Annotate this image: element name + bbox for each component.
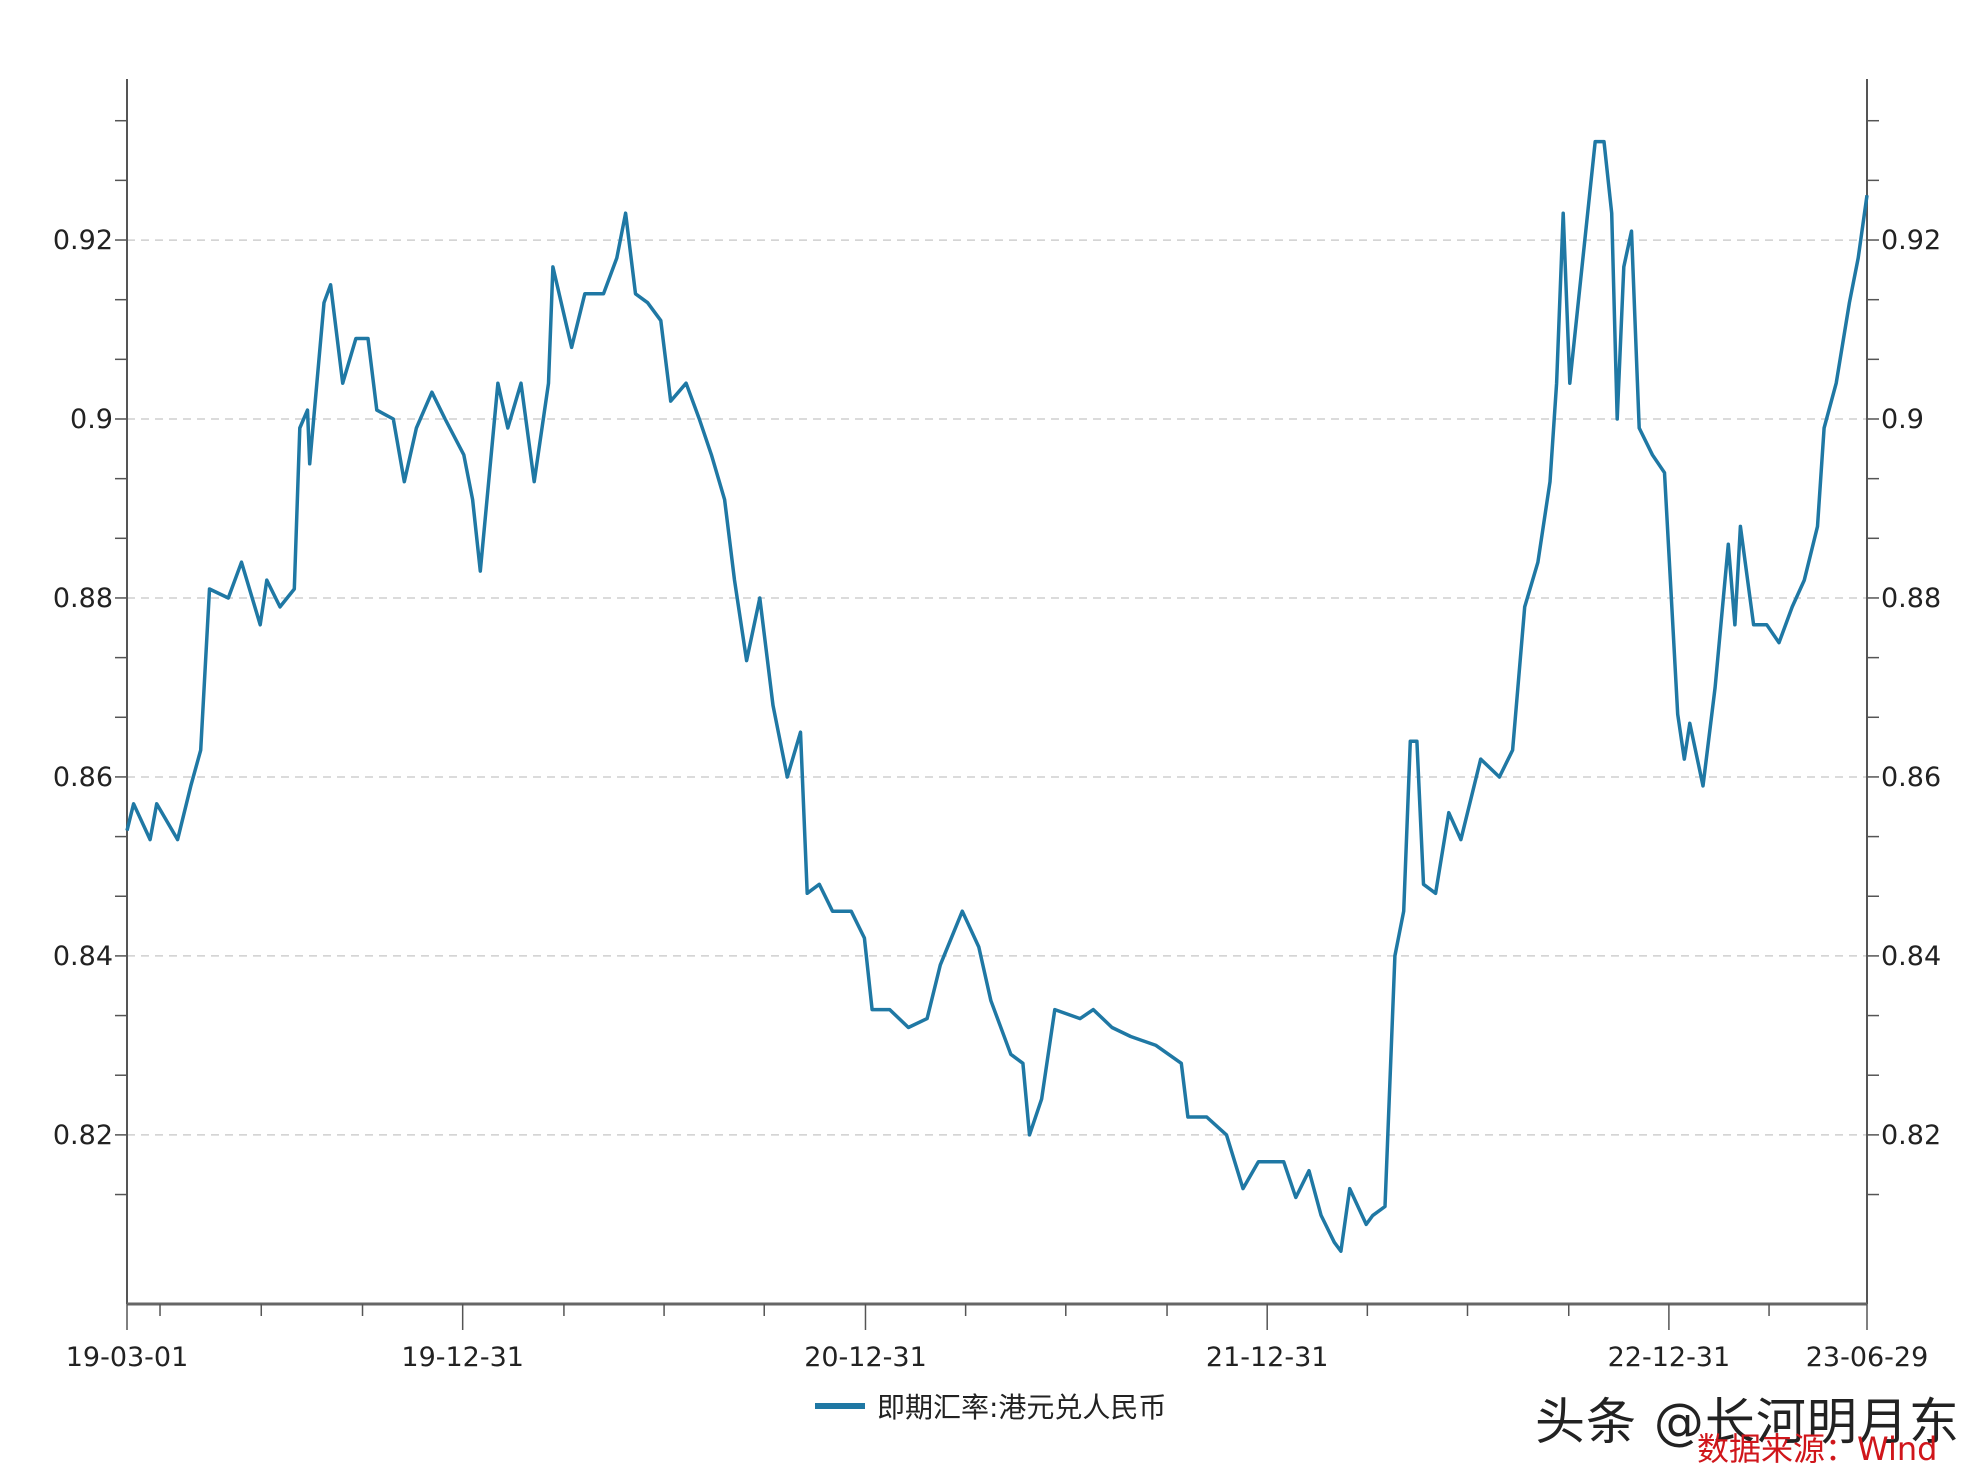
data-source: 数据来源：Wind bbox=[1697, 1430, 1938, 1468]
y-tick-label-right: 0.9 bbox=[1881, 404, 1924, 435]
x-tick-label: 21-12-31 bbox=[1206, 1342, 1329, 1373]
y-tick-label-left: 0.82 bbox=[53, 1120, 113, 1151]
x-tick-label: 19-03-01 bbox=[66, 1342, 189, 1373]
legend-label: 即期汇率:港元兑人民币 bbox=[877, 1391, 1167, 1424]
x-tick-label: 23-06-29 bbox=[1806, 1342, 1929, 1373]
x-tick-label: 20-12-31 bbox=[804, 1342, 927, 1373]
y-tick-label-left: 0.84 bbox=[53, 941, 113, 972]
x-tick-label: 22-12-31 bbox=[1608, 1342, 1731, 1373]
y-tick-label-left: 0.92 bbox=[53, 225, 113, 256]
y-tick-label-left: 0.88 bbox=[53, 583, 113, 614]
y-tick-label-right: 0.86 bbox=[1881, 762, 1941, 793]
y-tick-label-right: 0.88 bbox=[1881, 583, 1941, 614]
y-tick-label-right: 0.82 bbox=[1881, 1120, 1941, 1151]
y-tick-label-left: 0.86 bbox=[53, 762, 113, 793]
series-line bbox=[125, 139, 1869, 1253]
x-tick-label: 19-12-31 bbox=[401, 1342, 524, 1373]
y-tick-label-left: 0.9 bbox=[70, 404, 113, 435]
legend-swatch bbox=[815, 1403, 865, 1409]
watermark: 头条 @长河明月东 bbox=[1535, 1393, 1960, 1451]
y-tick-label-right: 0.92 bbox=[1881, 225, 1941, 256]
legend: 即期汇率:港元兑人民币 bbox=[815, 1386, 1166, 1426]
y-tick-label-right: 0.84 bbox=[1881, 941, 1941, 972]
